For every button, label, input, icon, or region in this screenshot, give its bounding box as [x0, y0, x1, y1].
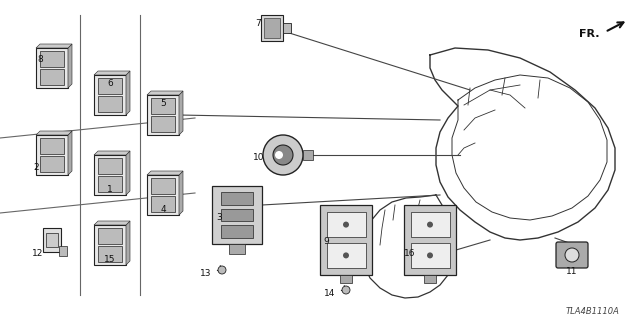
FancyBboxPatch shape [212, 186, 262, 244]
FancyBboxPatch shape [98, 78, 122, 94]
FancyBboxPatch shape [326, 243, 365, 268]
Circle shape [427, 221, 433, 228]
Polygon shape [94, 71, 130, 75]
FancyBboxPatch shape [98, 228, 122, 244]
Polygon shape [126, 71, 130, 115]
FancyBboxPatch shape [40, 51, 64, 67]
FancyBboxPatch shape [98, 176, 122, 192]
Text: 15: 15 [104, 254, 116, 263]
Circle shape [343, 221, 349, 228]
FancyBboxPatch shape [59, 246, 67, 256]
Polygon shape [68, 131, 72, 175]
FancyBboxPatch shape [40, 156, 64, 172]
FancyBboxPatch shape [147, 95, 179, 135]
FancyBboxPatch shape [264, 18, 280, 38]
FancyBboxPatch shape [36, 48, 68, 88]
FancyBboxPatch shape [36, 135, 68, 175]
FancyBboxPatch shape [326, 212, 365, 237]
FancyBboxPatch shape [283, 23, 291, 33]
Text: 1: 1 [107, 185, 113, 194]
FancyBboxPatch shape [221, 209, 253, 221]
FancyBboxPatch shape [261, 15, 283, 41]
FancyBboxPatch shape [221, 192, 253, 204]
FancyBboxPatch shape [229, 244, 245, 254]
FancyBboxPatch shape [424, 275, 436, 283]
FancyBboxPatch shape [556, 242, 588, 268]
Polygon shape [126, 221, 130, 265]
Polygon shape [94, 221, 130, 225]
Text: 8: 8 [37, 55, 43, 65]
FancyBboxPatch shape [404, 205, 456, 275]
FancyBboxPatch shape [46, 233, 58, 247]
Polygon shape [68, 44, 72, 88]
Text: 14: 14 [324, 290, 336, 299]
Text: 16: 16 [404, 250, 416, 259]
Polygon shape [179, 171, 183, 215]
Text: 11: 11 [566, 267, 578, 276]
Circle shape [273, 145, 293, 165]
Text: 5: 5 [160, 99, 166, 108]
FancyBboxPatch shape [151, 98, 175, 114]
FancyBboxPatch shape [410, 243, 449, 268]
FancyBboxPatch shape [40, 138, 64, 154]
Circle shape [263, 135, 303, 175]
FancyBboxPatch shape [94, 225, 126, 265]
FancyBboxPatch shape [320, 205, 372, 275]
Circle shape [343, 252, 349, 259]
Text: 6: 6 [107, 78, 113, 87]
FancyBboxPatch shape [151, 116, 175, 132]
Polygon shape [94, 151, 130, 155]
Text: 13: 13 [200, 269, 212, 278]
Circle shape [218, 266, 226, 274]
FancyBboxPatch shape [221, 225, 253, 238]
Circle shape [565, 248, 579, 262]
Text: 10: 10 [253, 153, 265, 162]
FancyBboxPatch shape [94, 75, 126, 115]
Polygon shape [147, 171, 183, 175]
Text: 3: 3 [216, 212, 222, 221]
FancyBboxPatch shape [340, 275, 352, 283]
FancyBboxPatch shape [303, 150, 313, 160]
FancyBboxPatch shape [98, 158, 122, 174]
Polygon shape [179, 91, 183, 135]
FancyBboxPatch shape [147, 175, 179, 215]
Circle shape [342, 286, 350, 294]
FancyBboxPatch shape [410, 212, 449, 237]
FancyBboxPatch shape [151, 196, 175, 212]
Polygon shape [147, 91, 183, 95]
Text: TLA4B1110A: TLA4B1110A [566, 308, 620, 316]
Text: 4: 4 [160, 204, 166, 213]
Circle shape [275, 151, 283, 159]
Text: 12: 12 [32, 250, 44, 259]
Text: 9: 9 [323, 237, 329, 246]
FancyBboxPatch shape [151, 178, 175, 194]
FancyBboxPatch shape [40, 69, 64, 85]
FancyBboxPatch shape [98, 246, 122, 262]
Text: FR.: FR. [579, 29, 599, 39]
Polygon shape [36, 131, 72, 135]
FancyBboxPatch shape [94, 155, 126, 195]
Polygon shape [126, 151, 130, 195]
FancyBboxPatch shape [98, 96, 122, 112]
Text: 2: 2 [33, 163, 39, 172]
Polygon shape [36, 44, 72, 48]
Circle shape [427, 252, 433, 259]
Text: 7: 7 [255, 20, 261, 28]
FancyBboxPatch shape [44, 228, 61, 252]
